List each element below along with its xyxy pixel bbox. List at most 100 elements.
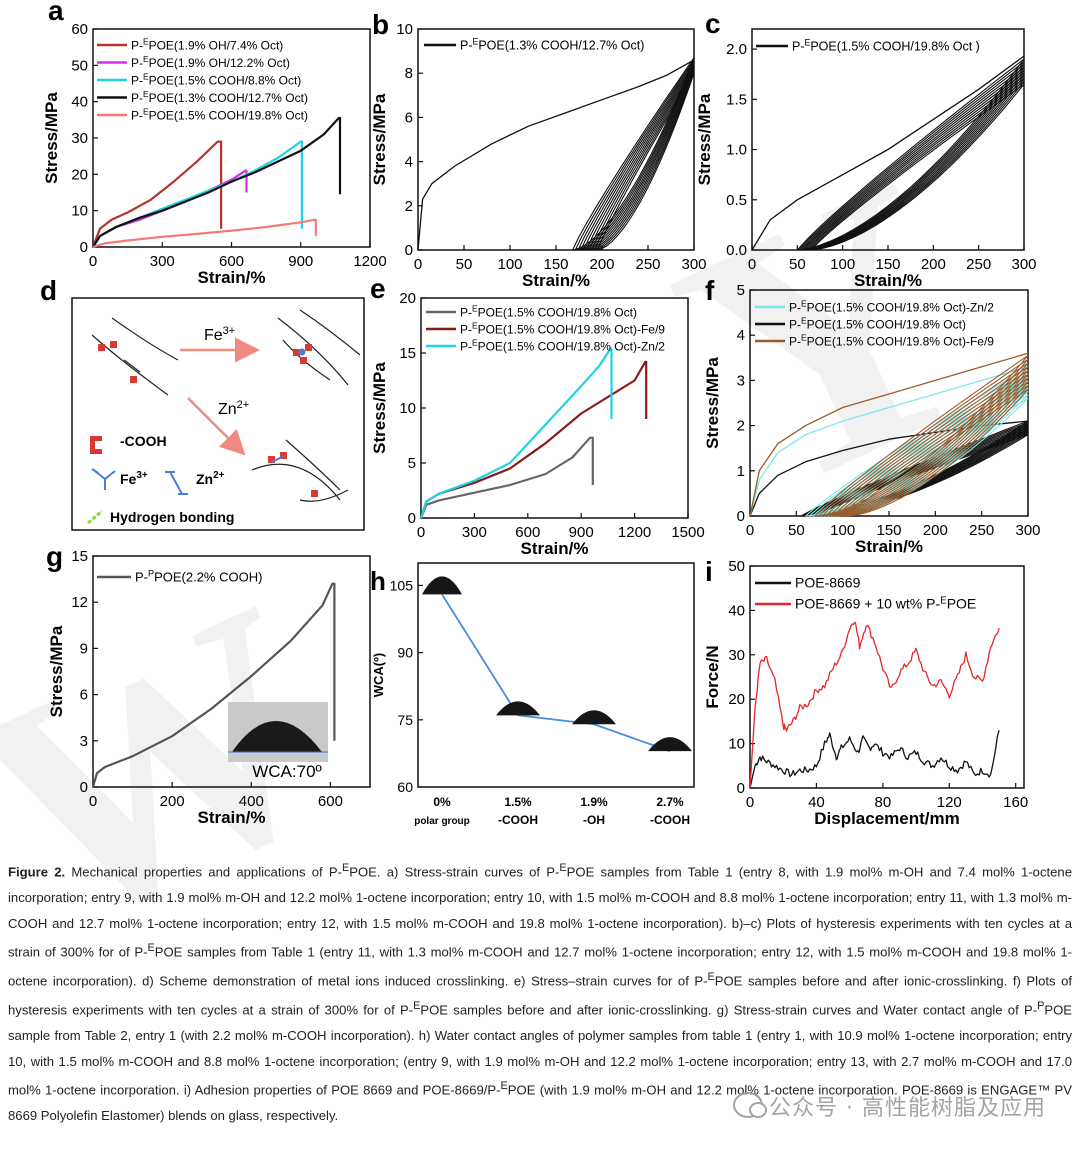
droplet-icon: [232, 721, 322, 752]
reloading-curve: [809, 81, 1025, 251]
reloading-curve: [583, 64, 695, 251]
legend-label: P-EPOE(1.5% COOH/19.8% Oct)-Fe/9: [789, 333, 994, 349]
y-tick-label: 0: [408, 510, 416, 527]
reloading-curve: [821, 362, 1029, 517]
y-axis-label: Stress/MPa: [695, 93, 714, 185]
y-tick-label: 0: [737, 508, 745, 525]
y-tick-label: 8: [405, 65, 413, 82]
unloading-curve: [843, 385, 1029, 517]
y-tick-label: 0: [737, 780, 745, 797]
y-tick-label: 20: [399, 290, 416, 307]
reloading-curve: [588, 67, 695, 251]
y-tick-label: 4: [405, 154, 413, 171]
unloading-curve: [847, 389, 1029, 517]
panel-letter-i: i: [705, 556, 713, 587]
y-tick-label: 1.0: [726, 142, 747, 159]
y-axis-label: Stress/MPa: [47, 625, 66, 717]
caption-text-5: POE samples before and after ionic-cross…: [8, 973, 1072, 1018]
unloading-curve: [806, 75, 1025, 251]
panel-b: b 0 50 100 150 200 250 300 0 2 4 6 8 10 Strain/% Stress…: [370, 9, 707, 290]
x-axis-label: Strain/%: [197, 808, 265, 827]
watermark-text: 公众号 · 高性能树脂及应用: [769, 1096, 1046, 1121]
x-axis-label: Strain/%: [855, 537, 923, 556]
reloading-curve: [828, 370, 1029, 517]
droplet-point: [648, 737, 692, 752]
y-tick-label: 3: [80, 733, 88, 750]
x-tick-label: 0: [89, 253, 97, 270]
y-tick-label: 60: [397, 779, 413, 795]
y-tick-label: 5: [408, 455, 416, 472]
plot-frame: [92, 555, 371, 788]
fe-legend-label: Fe3+: [120, 470, 148, 487]
reloading-curve: [808, 369, 1029, 517]
y-axis-label: Stress/MPa: [703, 357, 722, 449]
y-tick-label: 1.5: [726, 91, 747, 108]
series-line: [91, 140, 223, 248]
panel-c: c 0 50 100 150 200 250 300 0.0 0.5 1.0 1.5 2.0 Strain…: [695, 8, 1037, 290]
first-loading-curve: [749, 366, 1029, 517]
x-tick-label: 300: [1011, 256, 1036, 273]
unloading-curve: [807, 78, 1025, 251]
legend-label: P-EPOE(1.5% COOH/19.8% Oct)-Zn/2: [789, 299, 994, 315]
unloading-curve: [586, 66, 695, 251]
x-tick-label: 100: [830, 256, 855, 273]
first-loading-curve: [749, 352, 1029, 517]
x-tick-label: 1200: [353, 253, 386, 270]
unloading-curve: [797, 58, 1025, 251]
reloading-curve: [801, 67, 1025, 251]
x-tick-label: 1.9%: [580, 795, 608, 809]
x-tick-label: 200: [160, 793, 185, 810]
reloading-curve: [810, 83, 1025, 251]
y-tick-label: 10: [399, 400, 416, 417]
reloading-curve: [818, 358, 1029, 517]
panel-letter-c: c: [705, 8, 721, 39]
caption-text-3: POE samples from Table 1 (entry 8, with …: [8, 864, 1072, 960]
x-tick-label: 250: [635, 256, 660, 273]
plot-frame: [417, 562, 695, 788]
droplet-point: [572, 710, 616, 725]
unloading-curve: [591, 69, 695, 251]
y-tick-label: 50: [71, 57, 88, 74]
x-tick-label: 0: [417, 524, 425, 541]
y-tick-label: 2: [405, 198, 413, 215]
panel-letter-g: g: [46, 541, 63, 572]
y-tick-label: 90: [397, 645, 413, 661]
y-tick-label: 5: [737, 282, 745, 299]
droplet-point: [422, 576, 462, 595]
x-tick-label: 50: [789, 256, 806, 273]
wca-inset-photo: [228, 702, 328, 762]
panel-g: g 0 200 400 600 0 3 6 9 12 15 Strain/% Stress/MPa P-P…: [46, 541, 371, 827]
y-tick-label: 0: [80, 779, 88, 796]
zn-legend-label: Zn2+: [196, 470, 225, 487]
y-tick-label: 105: [390, 577, 414, 593]
reloading-curve: [802, 69, 1025, 251]
legend-label: P-PPOE(2.2% COOH): [135, 569, 262, 585]
x-tick-label: 150: [543, 256, 568, 273]
y-tick-label: 40: [728, 602, 745, 619]
reloading-curve: [585, 66, 695, 251]
reloading-curve: [596, 72, 695, 251]
x-tick-label: 0%: [433, 795, 451, 809]
reloading-curve: [843, 385, 1029, 517]
panel-letter-e: e: [370, 273, 386, 304]
y-tick-label: 50: [728, 558, 745, 575]
panel-d-scheme: d Fe3+ Zn2+ -COOH: [40, 275, 365, 531]
wca-inset-label: WCA:70º: [252, 762, 322, 781]
caption-text-8: POE (with 1.9 mol% m-OH and 12.2 mol% 1-…: [8, 1082, 1072, 1124]
x-tick-label: 200: [923, 522, 948, 539]
x-tick-label: 50: [788, 522, 805, 539]
unloading-curve: [804, 72, 1025, 251]
y-tick-label: 75: [397, 712, 413, 728]
first-loading-curve: [751, 55, 1025, 251]
x-tick-label: 250: [969, 522, 994, 539]
legend-label: P-EPOE(1.5% COOH/19.8% Oct): [460, 304, 637, 320]
caption-sup: E: [707, 971, 715, 984]
caption-label: Figure 2.: [8, 864, 66, 880]
legend-label: POE-8669: [795, 575, 861, 591]
y-tick-label: 60: [71, 21, 88, 38]
x-tick-label: 600: [318, 793, 343, 810]
first-loading-curve: [417, 59, 695, 251]
y-tick-label: 4: [737, 327, 745, 344]
x-tick-label: -COOH: [498, 813, 538, 827]
reloading-curve: [807, 78, 1025, 251]
